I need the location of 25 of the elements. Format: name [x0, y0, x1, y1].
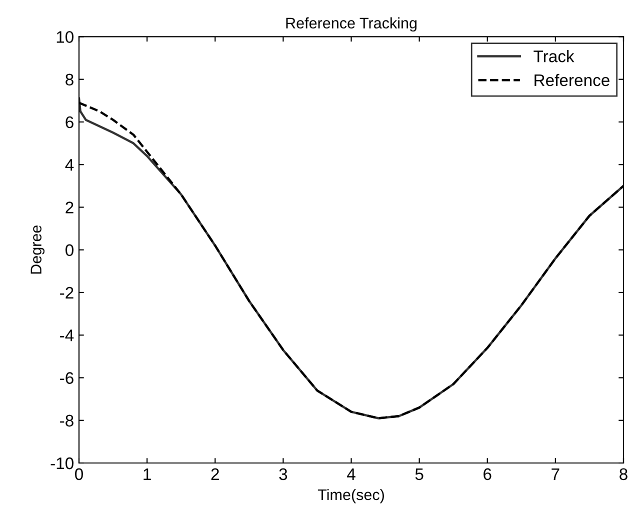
y-tick-label: 0: [66, 244, 74, 256]
x-tick-label: 3: [279, 468, 288, 480]
legend-label: Reference: [534, 74, 610, 86]
x-tick-label: 6: [484, 468, 492, 480]
x-tick-label: 5: [415, 468, 424, 480]
x-tick-label: 1: [144, 468, 151, 480]
y-tick-label: -2: [60, 286, 74, 299]
x-axis-title: Time(sec): [318, 488, 384, 504]
y-tick-label: -4: [60, 330, 74, 342]
y-tick-label: -8: [60, 414, 74, 427]
y-tick-label: 10: [56, 31, 74, 43]
legend-label: Track: [534, 50, 574, 62]
y-tick-label: -6: [60, 372, 74, 384]
x-tick-label: 4: [347, 468, 356, 480]
x-tick-label: 7: [552, 468, 560, 480]
y-tick-label: 4: [65, 159, 74, 171]
y-tick-label: 6: [66, 116, 74, 128]
x-tick-label: 0: [75, 468, 83, 480]
y-axis-title: Degree: [30, 225, 44, 274]
y-tick-label: 8: [66, 74, 74, 86]
x-tick-label: 8: [620, 468, 628, 480]
y-tick-label: -10: [50, 457, 74, 470]
x-tick-label: 2: [211, 468, 219, 480]
y-tick-label: 2: [66, 202, 74, 214]
chart-title: Reference Tracking: [286, 17, 417, 32]
